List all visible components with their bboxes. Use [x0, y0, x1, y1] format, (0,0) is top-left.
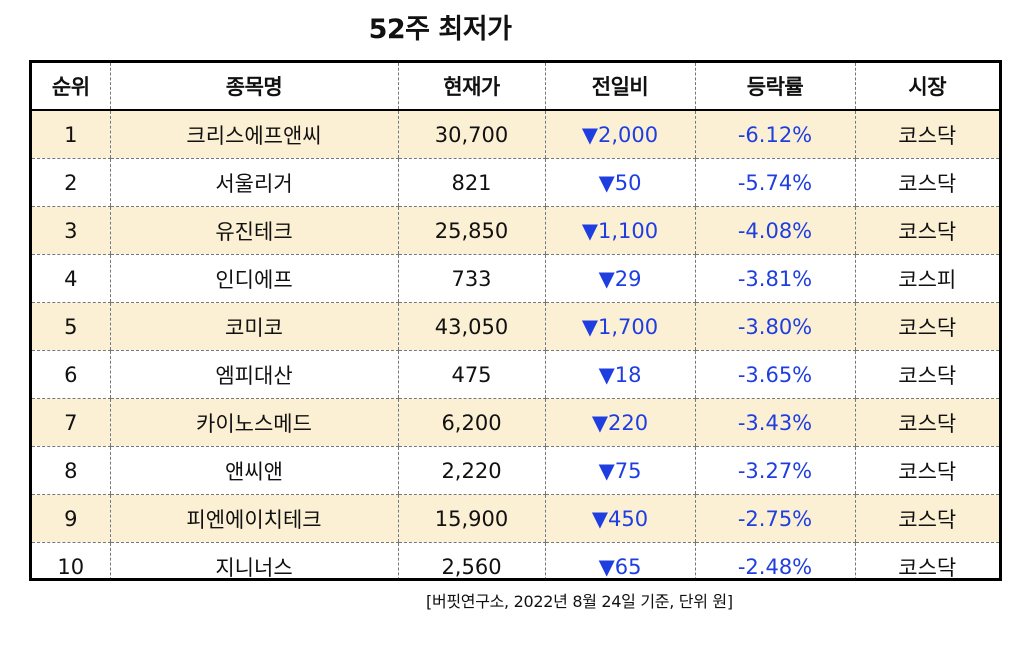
- cell-price: 733: [397, 254, 545, 303]
- cell-rate: -4.08%: [694, 206, 855, 255]
- cell-rate: -3.80%: [694, 302, 855, 351]
- cell-price: 43,050: [397, 302, 545, 351]
- cell-change: ▼29: [544, 254, 695, 303]
- cell-market: 코스닥: [854, 350, 999, 399]
- cell-rank: 3: [32, 206, 110, 255]
- cell-rank: 8: [32, 446, 110, 495]
- table-row: 9 피엔에이치테크 15,900 ▼450 -2.75% 코스닥: [32, 494, 999, 543]
- cell-name: 인디에프: [109, 254, 398, 303]
- cell-price: 6,200: [397, 398, 545, 447]
- table-row: 1 크리스에프앤씨 30,700 ▼2,000 -6.12% 코스닥: [32, 110, 999, 159]
- cell-rank: 4: [32, 254, 110, 303]
- header-row: 순위 종목명 현재가 전일비 등락률 시장: [32, 63, 999, 111]
- cell-price: 2,220: [397, 446, 545, 495]
- source-note: [버핏연구소, 2022년 8월 24일 기준, 단위 원]: [426, 592, 733, 611]
- cell-rate: -5.74%: [694, 158, 855, 207]
- cell-market: 코스닥: [854, 110, 999, 159]
- header-rate: 등락률: [694, 63, 855, 111]
- table-row: 5 코미코 43,050 ▼1,700 -3.80% 코스닥: [32, 302, 999, 351]
- cell-price: 25,850: [397, 206, 545, 255]
- table-header: 순위 종목명 현재가 전일비 등락률 시장: [32, 63, 999, 111]
- cell-rank: 2: [32, 158, 110, 207]
- cell-market: 코스닥: [854, 494, 999, 543]
- cell-name: 엠피대산: [109, 350, 398, 399]
- cell-rate: -3.81%: [694, 254, 855, 303]
- cell-rate: -3.43%: [694, 398, 855, 447]
- cell-price: 30,700: [397, 110, 545, 159]
- table-row: 7 카이노스메드 6,200 ▼220 -3.43% 코스닥: [32, 398, 999, 447]
- table-row: 10 지니너스 2,560 ▼65 -2.48% 코스닥: [32, 542, 999, 579]
- table-row: 6 엠피대산 475 ▼18 -3.65% 코스닥: [32, 350, 999, 399]
- cell-market: 코스닥: [854, 446, 999, 495]
- cell-market: 코스닥: [854, 398, 999, 447]
- cell-change: ▼450: [544, 494, 695, 543]
- cell-market: 코스피: [854, 254, 999, 303]
- cell-name: 코미코: [109, 302, 398, 351]
- cell-rate: -2.75%: [694, 494, 855, 543]
- cell-price: 15,900: [397, 494, 545, 543]
- cell-rate: -2.48%: [694, 542, 855, 578]
- cell-price: 475: [397, 350, 545, 399]
- cell-rank: 1: [32, 110, 110, 159]
- cell-rank: 9: [32, 494, 110, 543]
- table-row: 2 서울리거 821 ▼50 -5.74% 코스닥: [32, 158, 999, 207]
- cell-rank: 10: [57, 554, 85, 579]
- cell-change: ▼1,700: [544, 302, 695, 351]
- page-title: 52주 최저가: [368, 14, 512, 45]
- cell-market: 코스닥: [854, 302, 999, 351]
- cell-change: ▼2,000: [544, 110, 695, 159]
- cell-change: ▼50: [544, 158, 695, 207]
- cell-name: 크리스에프앤씨: [109, 110, 398, 159]
- cell-name: 서울리거: [109, 158, 398, 207]
- cell-rank: 5: [32, 302, 110, 351]
- cell-change: ▼18: [544, 350, 695, 399]
- header-market: 시장: [854, 63, 999, 111]
- cell-change: ▼65: [544, 542, 695, 578]
- cell-name: 유진테크: [109, 206, 398, 255]
- cell-rank: 6: [32, 350, 110, 399]
- header-rank: 순위: [32, 63, 110, 111]
- cell-rate: -3.65%: [694, 350, 855, 399]
- cell-name: 지니너스: [109, 542, 398, 578]
- cell-name: 앤씨앤: [109, 446, 398, 495]
- table-row: 3 유진테크 25,850 ▼1,100 -4.08% 코스닥: [32, 206, 999, 255]
- cell-rank: 7: [32, 398, 110, 447]
- cell-change: ▼75: [544, 446, 695, 495]
- cell-market: 코스닥: [854, 158, 999, 207]
- header-price: 현재가: [397, 63, 545, 111]
- cell-price: 821: [397, 158, 545, 207]
- cell-name: 피엔에이치테크: [109, 494, 398, 543]
- cell-rate: -6.12%: [694, 110, 855, 159]
- cell-market: 코스닥: [854, 542, 999, 578]
- table-row: 4 인디에프 733 ▼29 -3.81% 코스피: [32, 254, 999, 303]
- cell-change: ▼1,100: [544, 206, 695, 255]
- table-row: 8 앤씨앤 2,220 ▼75 -3.27% 코스닥: [32, 446, 999, 495]
- cell-market: 코스닥: [854, 206, 999, 255]
- cell-name: 카이노스메드: [109, 398, 398, 447]
- stock-table: 순위 종목명 현재가 전일비 등락률 시장 1 크리스에프앤씨 30,700 ▼…: [32, 63, 999, 579]
- header-change: 전일비: [544, 63, 695, 111]
- stock-table-container: 순위 종목명 현재가 전일비 등락률 시장 1 크리스에프앤씨 30,700 ▼…: [29, 60, 1002, 581]
- cell-rate: -3.27%: [694, 446, 855, 495]
- header-name: 종목명: [109, 63, 398, 111]
- cell-change: ▼220: [544, 398, 695, 447]
- table-body: 1 크리스에프앤씨 30,700 ▼2,000 -6.12% 코스닥 2 서울리…: [32, 110, 999, 579]
- cell-price: 2,560: [397, 542, 545, 578]
